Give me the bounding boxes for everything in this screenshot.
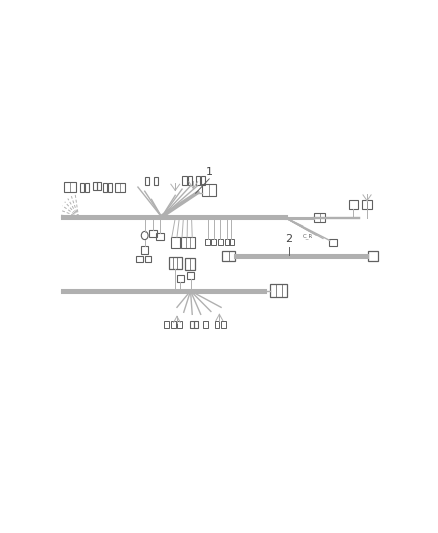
- Bar: [145, 177, 149, 184]
- Bar: [64, 182, 77, 192]
- Bar: [187, 176, 192, 185]
- Bar: [185, 258, 195, 270]
- Bar: [177, 276, 184, 282]
- Bar: [362, 200, 372, 209]
- Bar: [215, 321, 219, 328]
- Bar: [177, 321, 182, 328]
- Bar: [156, 233, 164, 240]
- Bar: [149, 230, 157, 237]
- Bar: [171, 321, 176, 328]
- Bar: [194, 321, 198, 328]
- Bar: [190, 321, 194, 328]
- Bar: [154, 177, 158, 184]
- Bar: [203, 321, 208, 328]
- Bar: [136, 256, 143, 262]
- Bar: [170, 237, 180, 248]
- Bar: [225, 239, 230, 245]
- Bar: [201, 176, 205, 185]
- Bar: [164, 321, 169, 328]
- Bar: [80, 183, 84, 191]
- Bar: [93, 182, 96, 190]
- Text: 1: 1: [206, 167, 213, 177]
- Bar: [202, 184, 216, 196]
- Bar: [270, 284, 287, 297]
- Text: C_R: C_R: [303, 233, 313, 239]
- Bar: [85, 183, 89, 191]
- Text: 2: 2: [286, 234, 293, 244]
- Bar: [314, 213, 325, 222]
- Bar: [222, 321, 226, 328]
- Bar: [141, 246, 148, 254]
- Bar: [218, 239, 223, 245]
- Bar: [211, 239, 216, 245]
- Bar: [115, 183, 125, 191]
- Bar: [145, 256, 152, 262]
- Bar: [181, 237, 194, 248]
- Bar: [187, 272, 194, 279]
- Bar: [349, 200, 358, 209]
- Bar: [368, 251, 378, 261]
- Bar: [182, 176, 187, 185]
- Bar: [329, 239, 337, 246]
- Bar: [229, 239, 233, 245]
- Bar: [97, 182, 101, 190]
- Bar: [102, 183, 107, 191]
- Bar: [169, 257, 182, 269]
- Bar: [196, 176, 200, 185]
- Bar: [222, 251, 235, 261]
- Bar: [205, 239, 210, 245]
- Bar: [108, 183, 112, 191]
